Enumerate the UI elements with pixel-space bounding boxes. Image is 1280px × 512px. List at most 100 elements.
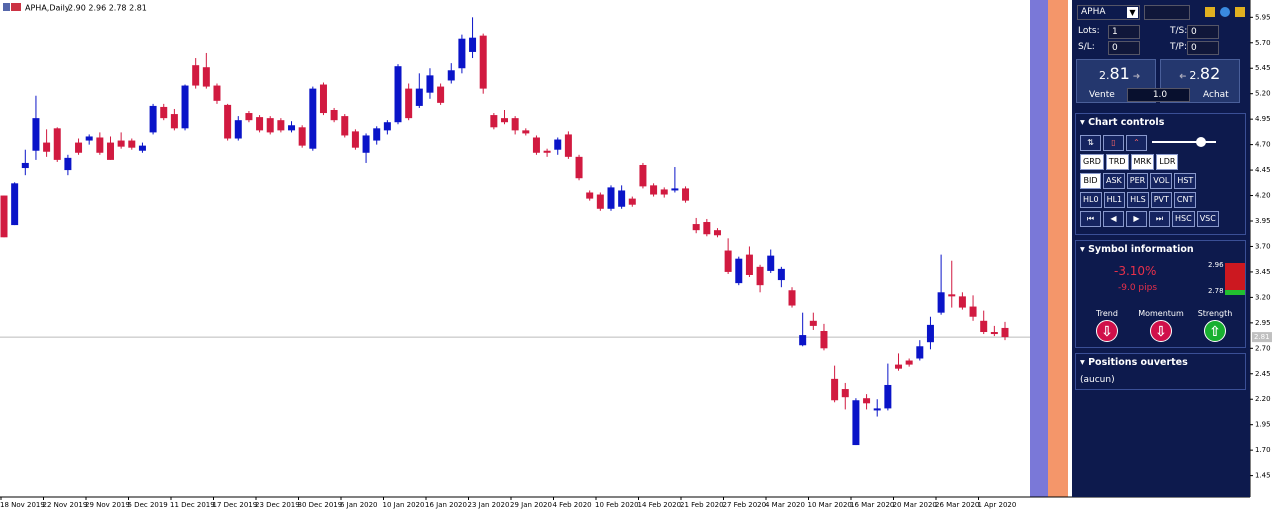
control-button[interactable]: HL0 <box>1080 192 1102 208</box>
candle-body <box>809 320 817 326</box>
sl-label: S/L: <box>1078 42 1095 52</box>
open-positions: ▾ Positions ouvertes (aucun) <box>1075 353 1246 390</box>
x-tick-label: 16 Mar 2020 <box>850 501 894 509</box>
candle-body <box>980 320 988 333</box>
candle-body <box>277 120 285 131</box>
y-tick-label: 4.70 <box>1255 141 1271 149</box>
positions-title: Positions ouvertes <box>1088 357 1188 368</box>
lots-input[interactable]: 1 <box>1108 25 1140 39</box>
ts-input[interactable]: 0 <box>1187 25 1219 39</box>
x-tick-label: 23 Jan 2020 <box>468 501 510 509</box>
control-button[interactable]: HSC <box>1172 211 1195 227</box>
x-tick-label: 6 Jan 2020 <box>340 501 378 509</box>
candle-body <box>703 222 711 235</box>
control-button[interactable]: VOL <box>1150 173 1173 189</box>
candle-body <box>341 116 349 136</box>
control-button[interactable]: MRK <box>1130 154 1155 170</box>
indicator-band <box>1030 0 1048 497</box>
candle-body <box>660 189 668 195</box>
candle-body <box>383 122 391 131</box>
symbol-select[interactable]: APHA ▼ <box>1077 5 1140 20</box>
chart-icon <box>11 3 21 11</box>
media-button[interactable]: ⏮ <box>1080 211 1101 227</box>
control-button[interactable]: HLS <box>1127 192 1149 208</box>
slider-knob[interactable] <box>1196 137 1206 147</box>
control-button[interactable]: PER <box>1126 173 1149 189</box>
day-high: 2.96 <box>1208 261 1224 269</box>
range-bar-low <box>1225 290 1245 295</box>
buy-button[interactable]: ➜ 2.82 Achat <box>1160 59 1240 103</box>
control-button[interactable]: HST <box>1174 173 1197 189</box>
control-button[interactable]: ASK <box>1103 173 1125 189</box>
candle-body <box>106 142 114 160</box>
icon-button[interactable] <box>1235 7 1245 17</box>
candle-body <box>170 114 178 129</box>
y-tick-label: 5.95 <box>1255 13 1271 21</box>
candle-body <box>458 38 466 69</box>
y-tick-label: 2.70 <box>1255 344 1271 352</box>
y-tick-label: 1.95 <box>1255 421 1271 429</box>
x-tick-label: 29 Jan 2020 <box>510 501 552 509</box>
candle-body <box>469 37 477 52</box>
media-button[interactable]: ⏭ <box>1149 211 1170 227</box>
control-button[interactable]: LDR <box>1156 154 1179 170</box>
buy-price-small: 2. <box>1189 69 1200 82</box>
icon-button[interactable] <box>1205 7 1215 17</box>
search-input[interactable] <box>1144 5 1190 20</box>
candle-body <box>628 198 636 205</box>
control-button[interactable]: CNT <box>1173 192 1197 208</box>
candle-body <box>0 195 8 238</box>
candle-body <box>586 192 594 199</box>
candle-body <box>394 66 402 123</box>
x-tick-label: 4 Feb 2020 <box>553 501 592 509</box>
candle-body <box>447 70 455 81</box>
candle-body <box>596 194 604 209</box>
candle-body <box>895 364 903 369</box>
sl-input[interactable]: 0 <box>1108 41 1140 55</box>
buy-label: Achat <box>1203 90 1229 100</box>
candle-body <box>575 156 583 179</box>
control-row: ⏮ ◀ ▶ ⏭ HSC VSC <box>1080 211 1221 230</box>
candle-body <box>618 190 626 207</box>
sell-price-small: 2. <box>1099 69 1110 82</box>
candle-body <box>75 142 83 153</box>
control-button[interactable]: BID <box>1080 173 1101 189</box>
candle-body <box>181 85 189 129</box>
y-tick-label: 5.20 <box>1255 90 1271 98</box>
candle-body <box>426 75 434 93</box>
candle-body <box>745 254 753 275</box>
indicator-label: Strength <box>1197 309 1233 318</box>
price-marker <box>1252 332 1272 343</box>
slider[interactable] <box>1152 141 1216 143</box>
candle-body <box>511 118 519 131</box>
control-button[interactable]: TRD <box>1105 154 1129 170</box>
media-button[interactable]: ◀ <box>1103 211 1124 227</box>
tool-button[interactable]: ▯ <box>1103 135 1124 151</box>
control-button[interactable]: VSC <box>1196 211 1219 227</box>
control-button[interactable]: GRD <box>1080 154 1104 170</box>
candle-body <box>437 86 445 103</box>
candle-body <box>351 131 359 148</box>
y-tick-label: 1.45 <box>1255 472 1271 480</box>
control-button[interactable]: HL1 <box>1103 192 1126 208</box>
candle-body <box>319 84 327 114</box>
candle-body <box>330 109 338 121</box>
x-tick-label: 14 Feb 2020 <box>638 501 682 509</box>
ts-label: T/S: <box>1170 26 1188 36</box>
control-button[interactable]: PVT <box>1150 192 1172 208</box>
quantity-input[interactable]: 1.0 <box>1127 88 1190 102</box>
x-tick-label: 30 Dec 2019 <box>298 501 343 509</box>
candle-body <box>1001 327 1009 338</box>
candle-body <box>362 135 370 153</box>
chart-controls-title: Chart controls <box>1088 117 1165 128</box>
icon-button[interactable] <box>1220 7 1230 17</box>
tp-input[interactable]: 0 <box>1187 41 1219 55</box>
media-button[interactable]: ▶ <box>1126 211 1147 227</box>
candle-body <box>224 104 232 139</box>
candle-body <box>926 324 934 343</box>
tool-button[interactable]: ⌃ <box>1126 135 1147 151</box>
tool-button[interactable]: ⇅ <box>1080 135 1101 151</box>
ohlc-header: 2.90 2.96 2.78 2.81 <box>68 4 147 13</box>
candle-body <box>415 88 423 106</box>
